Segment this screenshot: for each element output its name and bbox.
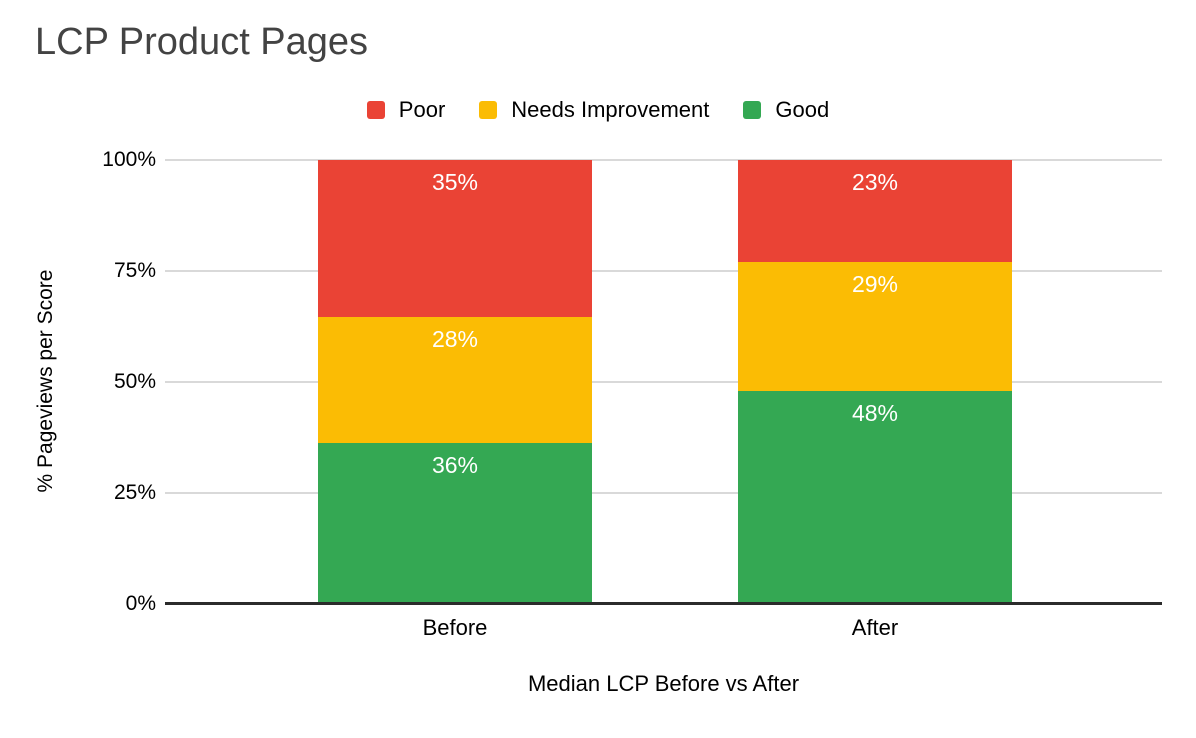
legend-label-good: Good [775, 97, 830, 122]
gridline-75 [165, 270, 1162, 272]
x-axis-category-labels: Before After [165, 615, 1162, 643]
segment-good-after: 48% [738, 390, 1012, 605]
segment-needs-improvement-after: 29% [738, 262, 1012, 391]
legend-label-needs-improvement: Needs Improvement [511, 97, 710, 122]
bar-before: 35% 28% 36% [318, 160, 592, 604]
legend-item-poor: Poor [366, 97, 446, 123]
y-tick-label-25: 25% [113, 481, 156, 504]
legend: Poor Needs Improvement Good [0, 97, 1196, 123]
legend-item-needs-improvement: Needs Improvement [479, 97, 709, 123]
y-tick-label-100: 100% [102, 148, 156, 171]
x-category-label-after: After [851, 615, 899, 640]
gridline-100 [165, 159, 1162, 161]
legend-label-poor: Poor [398, 97, 446, 122]
y-axis-ticks: 0% 25% 50% 75% 100% [0, 148, 156, 615]
chart-title: LCP Product Pages [35, 21, 369, 63]
x-category-label-before: Before [422, 615, 488, 640]
gridline-25 [165, 492, 1162, 494]
segment-label-poor-after: 23% [851, 169, 899, 195]
gridline-50 [165, 381, 1162, 383]
segment-needs-improvement-before: 28% [318, 316, 592, 443]
segment-poor-after: 23% [738, 160, 1012, 263]
segment-poor-before: 35% [318, 160, 592, 317]
bar-after: 23% 29% 48% [738, 160, 1012, 605]
segment-label-good-after: 48% [851, 399, 899, 426]
y-tick-label-0: 0% [125, 592, 156, 615]
legend-swatch-good-icon [743, 101, 762, 119]
segment-label-needs-improvement-after: 29% [851, 271, 899, 298]
legend-swatch-needs-improvement-icon [479, 101, 498, 119]
segment-label-needs-improvement-before: 28% [431, 325, 479, 352]
legend-swatch-poor-icon [366, 101, 385, 119]
legend-item-good: Good [743, 97, 829, 123]
y-tick-label-50: 50% [113, 370, 156, 393]
x-axis-baseline [165, 602, 1162, 605]
x-axis-title: Median LCP Before vs After [527, 671, 800, 696]
segment-label-good-before: 36% [431, 451, 479, 478]
segment-good-before: 36% [318, 442, 592, 604]
plot-area: 35% 28% 36% 23% 29% 48% [165, 159, 1162, 605]
y-tick-label-75: 75% [113, 259, 156, 282]
segment-label-poor-before: 35% [431, 169, 479, 195]
